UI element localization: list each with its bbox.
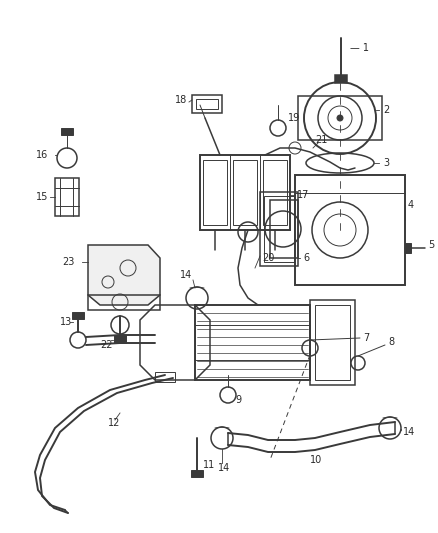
Text: 16: 16: [36, 150, 48, 160]
Text: 4: 4: [408, 200, 414, 210]
Text: 14: 14: [403, 427, 415, 437]
Text: 17: 17: [297, 190, 309, 200]
Bar: [195, 325, 310, 360]
Text: 3: 3: [383, 158, 389, 168]
Text: 2: 2: [383, 105, 389, 115]
Text: 7: 7: [363, 333, 369, 343]
Text: 5: 5: [428, 240, 434, 250]
Text: 20: 20: [262, 253, 274, 263]
Text: 21: 21: [315, 135, 327, 145]
Text: 6: 6: [303, 253, 309, 263]
Text: 14: 14: [180, 270, 192, 280]
Bar: [264, 196, 294, 262]
Text: 19: 19: [288, 113, 300, 123]
Bar: [315, 305, 350, 380]
Bar: [191, 470, 203, 477]
Bar: [192, 95, 222, 113]
Text: 10: 10: [310, 455, 322, 465]
Bar: [270, 200, 298, 258]
Text: 15: 15: [36, 192, 48, 202]
Bar: [114, 335, 126, 343]
Bar: [233, 160, 257, 225]
Bar: [405, 243, 411, 253]
Bar: [310, 300, 355, 385]
Text: 9: 9: [235, 395, 241, 405]
Bar: [260, 192, 298, 266]
Text: 14: 14: [218, 463, 230, 473]
Bar: [335, 75, 347, 83]
Text: 22: 22: [100, 340, 113, 350]
Text: — 1: — 1: [350, 43, 369, 53]
Text: 23: 23: [62, 257, 74, 267]
Bar: [263, 160, 287, 225]
Bar: [61, 128, 73, 135]
Bar: [88, 295, 160, 310]
Bar: [295, 175, 405, 285]
Bar: [298, 96, 382, 140]
Bar: [155, 372, 175, 382]
Bar: [200, 155, 290, 230]
Bar: [196, 99, 218, 109]
Bar: [72, 312, 84, 319]
Text: 8: 8: [388, 337, 394, 347]
Text: 18: 18: [175, 95, 187, 105]
Circle shape: [337, 115, 343, 121]
Text: 12: 12: [108, 418, 120, 428]
Bar: [55, 178, 79, 216]
Text: 13: 13: [60, 317, 72, 327]
Polygon shape: [88, 245, 160, 305]
Bar: [195, 305, 310, 380]
Bar: [203, 160, 227, 225]
Text: 11: 11: [203, 460, 215, 470]
